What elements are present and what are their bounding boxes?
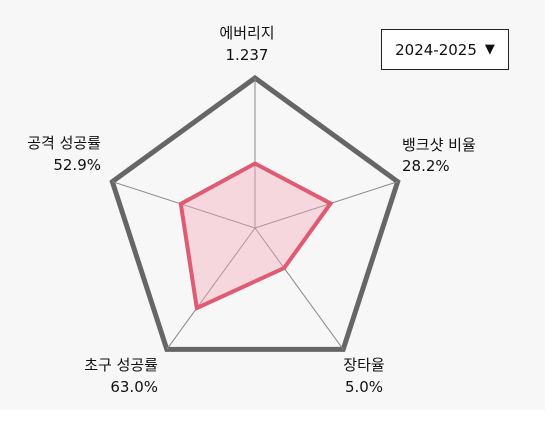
radar-axis-label: 에버리지 [219,24,274,42]
radar-axis-label: 장타율 [343,356,384,374]
radar-axis-value: 1.237 [226,46,269,64]
radar-chart: 에버리지 1.237 뱅크샷 비율 28.2% 장타율 5.0% 초구 성공률 63.0% 공격… [27,24,476,396]
radar-spoke [166,227,256,350]
radar-axis-label: 초구 성공률 [84,356,158,374]
season-select-value: 2024-2025 [395,40,477,59]
chevron-down-icon: ▼ [484,42,495,57]
radar-axis-value: 5.0% [345,378,383,396]
radar-axis-label: 뱅크샷 비율 [402,136,476,154]
radar-axis-label: 공격 성공률 [27,134,101,152]
radar-axis-value: 28.2% [402,157,450,175]
radar-axis-value: 63.0% [110,378,158,396]
radar-spoke [112,181,256,229]
radar-series-area [178,161,334,312]
radar-spoke [254,181,398,229]
chart-card: 에버리지 1.237 뱅크샷 비율 28.2% 장타율 5.0% 초구 성공률 63.0% 공격… [27,24,509,396]
season-select[interactable]: 2024-2025 ▼ [381,29,509,70]
radar-axis-value: 52.9% [53,156,101,174]
radar-outline [109,74,401,352]
radar-spoke [254,227,344,350]
